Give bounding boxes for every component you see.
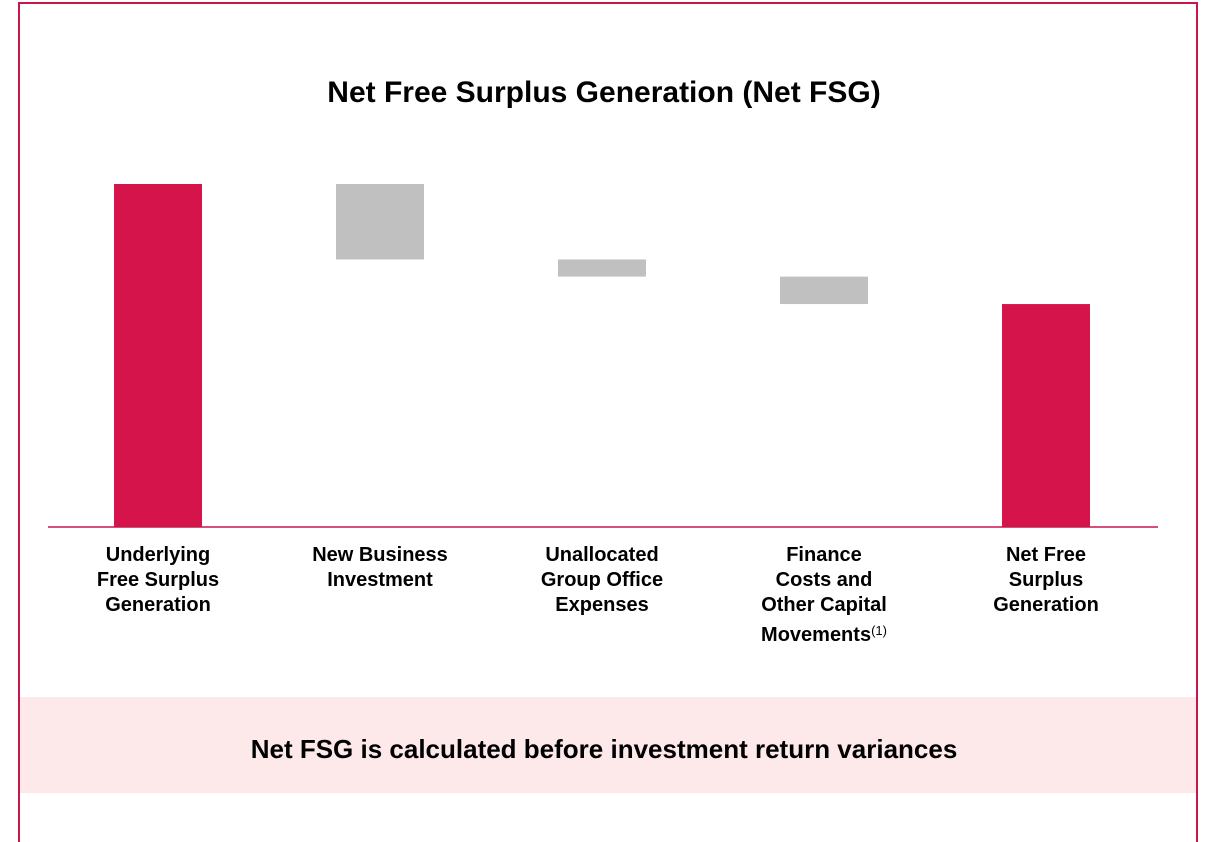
- category-label: Unallocated Group Office Expenses: [512, 543, 692, 618]
- bar: [558, 259, 646, 277]
- footnote-marker: (1): [871, 623, 887, 638]
- category-label: Net Free Surplus Generation: [956, 543, 1136, 618]
- category-text: New Business Investment: [312, 544, 448, 591]
- banner: [20, 697, 1196, 793]
- category-text: Net Free Surplus Generation: [993, 544, 1099, 616]
- category-label: Underlying Free Surplus Generation: [68, 543, 248, 618]
- bar: [336, 184, 424, 260]
- chart-title: Net Free Surplus Generation (Net FSG): [327, 76, 881, 109]
- frame: [18, 2, 1198, 842]
- category-text: Underlying Free Surplus Generation: [96, 544, 220, 616]
- bar: [1002, 304, 1090, 527]
- note: Net FSG is calculated before investment …: [250, 734, 958, 764]
- category-label: Finance Costs and Other Capital Movement…: [734, 543, 914, 648]
- category-text: Unallocated Group Office Expenses: [540, 544, 664, 616]
- category-label: New Business Investment: [290, 543, 470, 593]
- category-text: Finance Costs and Other Capital Movement…: [761, 544, 887, 646]
- bar: [780, 276, 868, 305]
- bar: [114, 184, 202, 527]
